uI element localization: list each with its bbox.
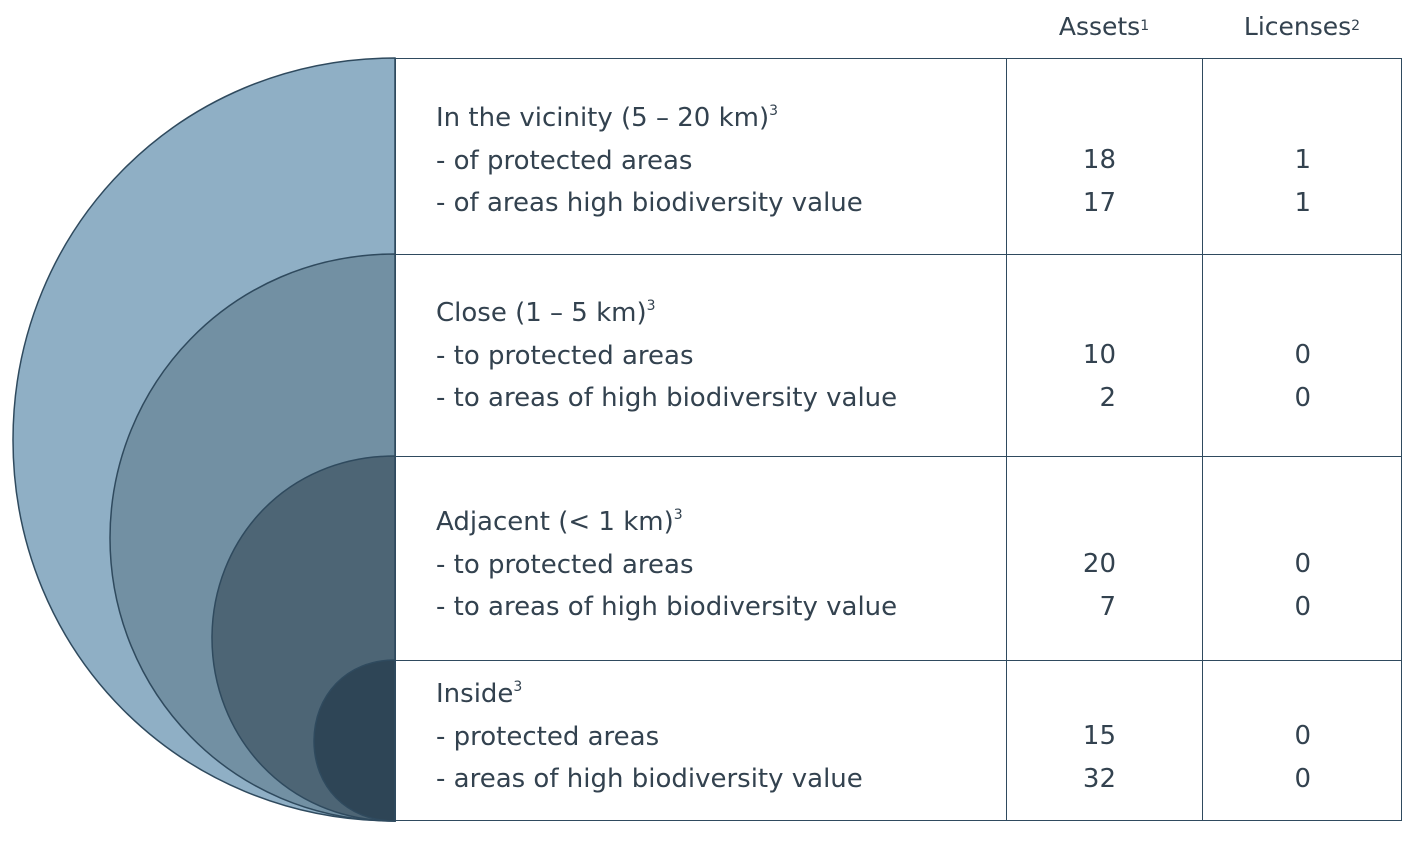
proximity-rings [12, 57, 396, 822]
row-close-labels: Close (1 – 5 km)3 - to protected areas -… [436, 292, 897, 420]
row-item-label: - to protected areas [436, 340, 694, 371]
assets-value: 20 [1082, 549, 1116, 579]
row-close: Close (1 – 5 km)3 - to protected areas -… [396, 255, 1401, 457]
row-title: In the vicinity (5 – 20 km)3 [436, 103, 779, 133]
row-vicinity: In the vicinity (5 – 20 km)3 - of protec… [396, 59, 1401, 255]
licenses-values: 0 0 [1236, 715, 1311, 800]
row-item-label: - to protected areas [436, 549, 694, 580]
licenses-value: 0 [1294, 340, 1311, 370]
assets-value: 32 [1082, 763, 1116, 794]
licenses-value: 0 [1294, 549, 1311, 579]
assets-values: 20 7 [1036, 543, 1116, 628]
assets-value: 2 [1099, 382, 1116, 413]
licenses-values: 0 0 [1236, 334, 1311, 419]
licenses-values: 1 1 [1236, 139, 1311, 224]
row-item-label: - of protected areas [436, 145, 693, 176]
row-item-label: - to areas of high biodiversity value [436, 592, 898, 622]
row-item-label: - of areas high biodiversity value [436, 188, 863, 218]
header-assets: Assets 1 [1058, 11, 1150, 41]
licenses-value: 1 [1294, 145, 1311, 175]
column-divider-assets [1006, 59, 1007, 820]
licenses-value: 0 [1294, 382, 1311, 413]
column-divider-licenses [1202, 59, 1203, 820]
assets-value: 18 [1082, 145, 1116, 175]
licenses-values: 0 0 [1236, 543, 1311, 628]
assets-value: 7 [1099, 591, 1116, 622]
assets-value: 15 [1082, 721, 1116, 751]
licenses-value: 0 [1294, 763, 1311, 794]
row-vicinity-labels: In the vicinity (5 – 20 km)3 - of protec… [436, 97, 863, 225]
proximity-table: In the vicinity (5 – 20 km)3 - of protec… [395, 58, 1402, 821]
row-adjacent-labels: Adjacent (< 1 km)3 - to protected areas … [436, 501, 897, 629]
row-inside: Inside3 - protected areas - areas of hig… [396, 661, 1401, 822]
ring-inside [313, 659, 396, 822]
header-licenses-label: Licenses [1243, 11, 1352, 41]
row-title: Adjacent (< 1 km)3 [436, 507, 683, 537]
header-licenses: Licenses 2 [1243, 11, 1361, 41]
row-inside-labels: Inside3 - protected areas - areas of hig… [436, 673, 863, 801]
header-assets-label: Assets [1058, 11, 1141, 41]
assets-value: 17 [1082, 187, 1116, 218]
licenses-value: 1 [1294, 187, 1311, 218]
row-adjacent: Adjacent (< 1 km)3 - to protected areas … [396, 457, 1401, 661]
row-item-label: - to areas of high biodiversity value [436, 383, 898, 413]
assets-values: 18 17 [1036, 139, 1116, 224]
row-item-label: - protected areas [436, 721, 660, 752]
licenses-value: 0 [1294, 591, 1311, 622]
assets-values: 15 32 [1036, 715, 1116, 800]
licenses-value: 0 [1294, 721, 1311, 751]
row-title: Inside3 [436, 679, 523, 709]
row-item-label: - areas of high biodiversity value [436, 764, 863, 794]
assets-value: 10 [1082, 340, 1116, 370]
row-title: Close (1 – 5 km)3 [436, 298, 656, 328]
assets-values: 10 2 [1036, 334, 1116, 419]
